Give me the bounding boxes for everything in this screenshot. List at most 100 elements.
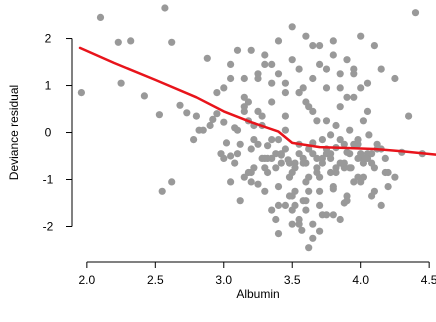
data-point [233, 46, 242, 54]
data-point [299, 197, 307, 205]
data-point [190, 136, 198, 144]
data-point [281, 112, 289, 120]
data-point [274, 70, 283, 78]
data-point [268, 206, 276, 214]
data-point [411, 9, 420, 17]
data-point [261, 60, 269, 68]
data-point [299, 154, 307, 162]
data-point [322, 84, 331, 92]
y-tick-label: -2 [43, 220, 54, 234]
data-point [302, 206, 310, 214]
data-point [377, 201, 385, 209]
data-point [291, 201, 299, 209]
data-point [295, 150, 303, 158]
data-point [350, 70, 358, 78]
data-point [357, 178, 365, 186]
data-point [316, 60, 324, 68]
data-point [261, 187, 269, 195]
data-point [231, 159, 239, 167]
data-point [332, 168, 340, 177]
data-point [365, 131, 373, 139]
data-point [316, 187, 324, 195]
data-point [247, 145, 255, 153]
data-point [291, 164, 299, 172]
data-point [254, 180, 262, 188]
data-point [288, 23, 296, 31]
data-point [370, 42, 378, 50]
y-axis-ticks: -2 -1 0 1 2 [43, 32, 72, 234]
data-point [354, 154, 362, 162]
data-point [336, 136, 344, 144]
data-point [261, 51, 269, 59]
data-point [272, 215, 280, 224]
data-point [281, 89, 289, 97]
data-point [329, 51, 337, 59]
data-point [316, 201, 324, 209]
data-point [114, 38, 122, 46]
data-point [318, 159, 326, 167]
data-point [285, 159, 294, 167]
data-point [322, 117, 331, 125]
data-point [244, 98, 252, 106]
x-tick-label: 3.0 [215, 273, 232, 287]
data-point [332, 121, 340, 130]
data-point [168, 178, 176, 186]
data-point [264, 168, 272, 177]
data-point [254, 140, 262, 148]
data-point [247, 46, 255, 54]
data-point [298, 226, 306, 234]
data-point [206, 121, 214, 130]
data-point [227, 178, 235, 186]
data-point [268, 79, 276, 87]
data-point [295, 65, 303, 73]
data-point [305, 173, 313, 181]
data-point [336, 215, 344, 224]
data-point [313, 117, 321, 125]
data-point [281, 126, 289, 134]
data-point [384, 183, 392, 191]
data-point [363, 107, 372, 115]
data-point [264, 142, 272, 150]
data-point [254, 107, 262, 115]
data-point [281, 201, 289, 209]
data-point [281, 145, 289, 153]
data-point [377, 65, 385, 73]
data-point [381, 154, 389, 162]
data-point [318, 136, 326, 144]
y-tick-label: 1 [45, 79, 52, 93]
data-point [313, 164, 321, 172]
data-point [127, 37, 135, 45]
data-point [244, 168, 252, 177]
y-axis-title: Deviance residual [7, 85, 21, 180]
data-point [268, 136, 276, 144]
data-point [357, 32, 365, 40]
x-tick-label: 4.0 [352, 273, 369, 287]
data-point [340, 140, 348, 148]
data-point [322, 211, 331, 219]
data-point [368, 150, 376, 158]
data-point [272, 150, 280, 158]
data-point [322, 65, 331, 73]
data-point [343, 56, 351, 64]
data-point [209, 115, 217, 123]
data-point [274, 37, 283, 45]
data-point [183, 109, 191, 117]
data-point [309, 220, 317, 228]
data-point [274, 136, 283, 144]
data-point [220, 118, 228, 126]
data-point [240, 173, 248, 181]
data-point [329, 211, 337, 219]
data-point [405, 112, 413, 120]
data-point [295, 220, 303, 228]
data-point [140, 92, 148, 100]
data-point [250, 164, 258, 172]
y-tick-label: 2 [45, 32, 52, 46]
x-tick-label: 2.0 [79, 273, 96, 287]
data-point [268, 98, 276, 106]
data-point [96, 13, 105, 21]
data-point [309, 107, 317, 115]
x-tick-label: 3.5 [284, 273, 301, 287]
data-point [240, 103, 248, 111]
data-point [336, 70, 344, 78]
